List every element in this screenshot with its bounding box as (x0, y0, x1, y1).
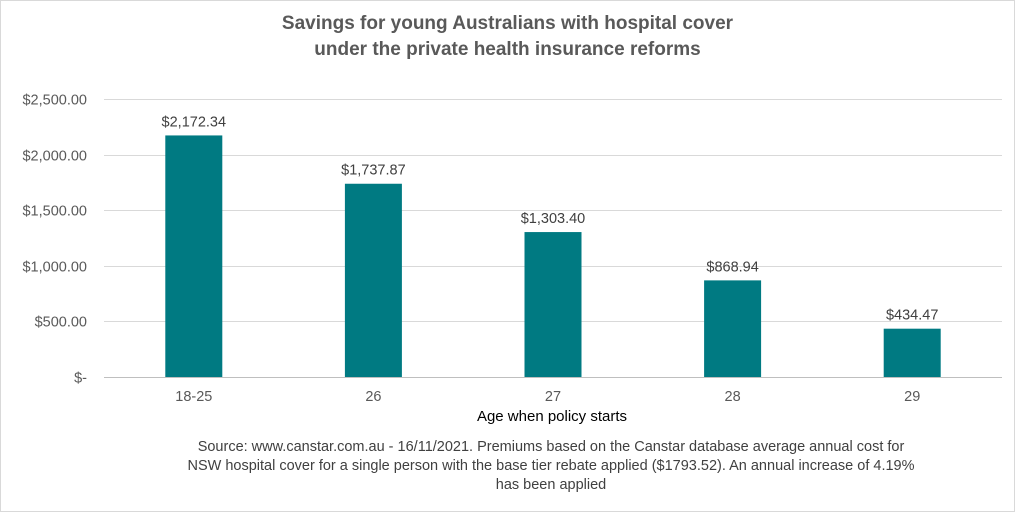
x-tick-label: 28 (725, 389, 741, 405)
bar (883, 328, 941, 377)
data-label: $1,737.87 (341, 163, 406, 179)
data-label: $868.94 (706, 259, 758, 275)
bar (704, 280, 762, 377)
source-note-line-3: has been applied (495, 477, 607, 493)
y-axis: $- $500.00 $1,000.00 $1,500.00 $2,000.00 $2,5… (22, 93, 87, 387)
x-axis-title: Age when policy starts (477, 408, 627, 425)
y-tick-label: $- (74, 371, 87, 387)
x-tick-label: 27 (545, 389, 561, 405)
chart-title-line-2: under the private health insurance refor… (314, 39, 701, 60)
data-label: $2,172.34 (162, 114, 227, 130)
source-note-line-1: Source: www.canstar.com.au - 16/11/2021.… (197, 439, 905, 455)
y-tick-label: $2,500.00 (22, 93, 87, 109)
y-tick-label: $2,000.00 (22, 149, 87, 165)
x-tick-label: 29 (904, 389, 920, 405)
y-tick-label: $500.00 (35, 315, 87, 331)
bar (524, 232, 582, 377)
x-axis: 18-25 26 27 28 29 (175, 389, 920, 405)
bar (344, 183, 402, 377)
x-tick-label: 26 (365, 389, 381, 405)
gridlines (104, 99, 1002, 378)
source-note-line-2: NSW hospital cover for a single person w… (187, 458, 915, 474)
y-tick-label: $1,500.00 (22, 204, 87, 220)
bar (165, 135, 223, 377)
data-label: $434.47 (886, 308, 938, 324)
chart-title-line-1: Savings for young Australians with hospi… (281, 13, 734, 34)
bars: $2,172.34 $1,737.87 $1,303.40 $868.94 $434.4… (162, 114, 941, 377)
x-tick-label: 18-25 (175, 389, 212, 405)
data-label: $1,303.40 (521, 211, 586, 227)
y-tick-label: $1,000.00 (22, 260, 87, 276)
